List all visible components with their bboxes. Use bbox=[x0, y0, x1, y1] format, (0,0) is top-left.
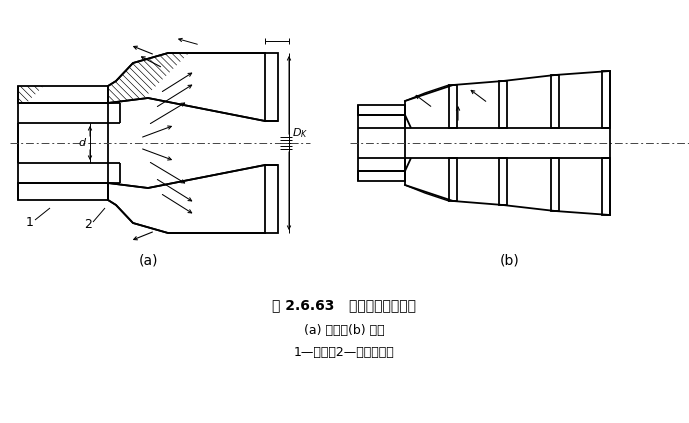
Polygon shape bbox=[602, 158, 610, 215]
Polygon shape bbox=[18, 183, 108, 200]
Polygon shape bbox=[265, 165, 278, 233]
Text: $D_K$: $D_K$ bbox=[292, 126, 308, 140]
Polygon shape bbox=[499, 81, 507, 128]
Polygon shape bbox=[18, 86, 108, 103]
Polygon shape bbox=[18, 183, 108, 200]
Polygon shape bbox=[499, 158, 507, 205]
Polygon shape bbox=[602, 158, 610, 215]
Polygon shape bbox=[265, 53, 278, 121]
Polygon shape bbox=[551, 158, 559, 211]
Text: 1—身管；2—炮口制退器: 1—身管；2—炮口制退器 bbox=[294, 346, 394, 360]
Polygon shape bbox=[449, 85, 457, 128]
Polygon shape bbox=[108, 165, 265, 233]
Polygon shape bbox=[358, 171, 405, 181]
Polygon shape bbox=[602, 71, 610, 128]
Polygon shape bbox=[265, 53, 278, 121]
Text: 2: 2 bbox=[84, 219, 92, 231]
Text: 1: 1 bbox=[26, 215, 34, 228]
Polygon shape bbox=[449, 85, 457, 128]
Polygon shape bbox=[358, 105, 405, 115]
Polygon shape bbox=[358, 105, 405, 115]
Text: (a): (a) bbox=[138, 253, 158, 267]
Polygon shape bbox=[499, 81, 507, 128]
Polygon shape bbox=[551, 75, 559, 128]
Text: d: d bbox=[79, 138, 86, 148]
Polygon shape bbox=[551, 75, 559, 128]
Polygon shape bbox=[265, 165, 278, 233]
Polygon shape bbox=[449, 158, 457, 201]
Polygon shape bbox=[499, 158, 507, 205]
Polygon shape bbox=[108, 53, 265, 121]
Polygon shape bbox=[108, 165, 265, 233]
Text: (b): (b) bbox=[500, 253, 520, 267]
Polygon shape bbox=[551, 158, 559, 211]
Polygon shape bbox=[108, 53, 265, 121]
Text: (a) 单室；(b) 多室: (a) 单室；(b) 多室 bbox=[304, 324, 384, 337]
Polygon shape bbox=[449, 158, 457, 201]
Polygon shape bbox=[602, 71, 610, 128]
Polygon shape bbox=[18, 86, 108, 103]
Polygon shape bbox=[358, 171, 405, 181]
Text: 图 2.6.63   冲击式炮口制退器: 图 2.6.63 冲击式炮口制退器 bbox=[272, 298, 416, 312]
